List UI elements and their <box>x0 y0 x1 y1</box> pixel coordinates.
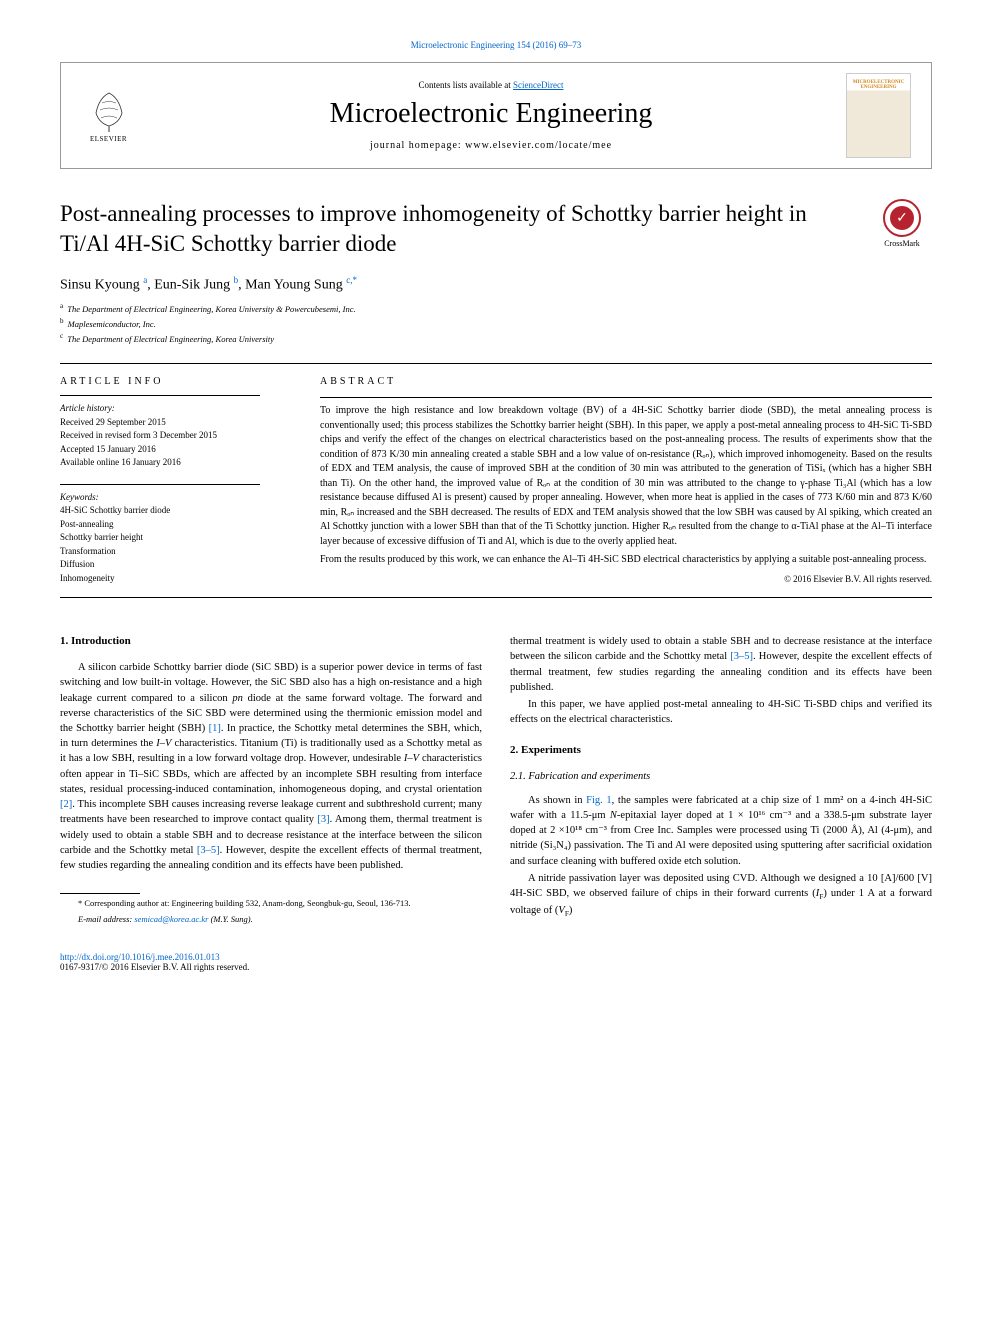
journal-name: Microelectronic Engineering <box>136 98 846 130</box>
email-link[interactable]: semicad@korea.ac.kr <box>134 914 208 924</box>
abstract-p1: To improve the high resistance and low b… <box>320 404 932 549</box>
homepage-url[interactable]: www.elsevier.com/locate/mee <box>465 140 612 151</box>
intro-p1-cont: thermal treatment is widely used to obta… <box>510 634 932 695</box>
intro-heading: 1. Introduction <box>60 634 482 650</box>
ref-3-5-link[interactable]: [3–5] <box>730 651 753 662</box>
experiments-subheading: 2.1. Fabrication and experiments <box>510 769 932 784</box>
exp-p1: As shown in Fig. 1, the samples were fab… <box>510 793 932 869</box>
journal-homepage: journal homepage: www.elsevier.com/locat… <box>136 140 846 151</box>
journal-cover-thumbnail[interactable]: MICROELECTRONIC ENGINEERING <box>846 73 911 158</box>
exp-p2: A nitride passivation layer was deposite… <box>510 871 932 920</box>
article-info-label: article info <box>60 376 290 387</box>
crossmark-badge[interactable]: ✓ CrossMark <box>872 199 932 248</box>
affiliation-c: c The Department of Electrical Engineeri… <box>60 331 932 346</box>
email-footnote: E-mail address: semicad@korea.ac.kr (M.Y… <box>60 914 482 926</box>
article-title: Post-annealing processes to improve inho… <box>60 199 932 259</box>
corresponding-author-footnote: * Corresponding author at: Engineering b… <box>60 898 482 910</box>
abstract: abstract To improve the high resistance … <box>320 376 932 585</box>
page-footer: http://dx.doi.org/10.1016/j.mee.2016.01.… <box>60 952 932 972</box>
body-text: 1. Introduction A silicon carbide Schott… <box>60 634 932 928</box>
abstract-label: abstract <box>320 376 932 387</box>
abstract-p2: From the results produced by this work, … <box>320 553 932 568</box>
elsevier-tree-icon <box>84 88 134 133</box>
top-citation[interactable]: Microelectronic Engineering 154 (2016) 6… <box>60 40 932 50</box>
abstract-copyright: © 2016 Elsevier B.V. All rights reserved… <box>320 574 932 584</box>
article-history: Article history: Received 29 September 2… <box>60 402 290 470</box>
contents-lists: Contents lists available at ScienceDirec… <box>136 80 846 90</box>
issn-copyright: 0167-9317/© 2016 Elsevier B.V. All right… <box>60 962 932 972</box>
affiliations: a The Department of Electrical Engineeri… <box>60 301 932 345</box>
keywords: Keywords: 4H-SiC Schottky barrier diode … <box>60 491 290 586</box>
authors: Sinsu Kyoung a, Eun-Sik Jung b, Man Youn… <box>60 275 932 294</box>
article-info: article info Article history: Received 2… <box>60 376 290 585</box>
journal-header: ELSEVIER Contents lists available at Sci… <box>60 62 932 169</box>
crossmark-icon: ✓ <box>890 206 914 230</box>
doi-link[interactable]: http://dx.doi.org/10.1016/j.mee.2016.01.… <box>60 952 220 962</box>
affiliation-a: a The Department of Electrical Engineeri… <box>60 301 932 316</box>
elsevier-logo[interactable]: ELSEVIER <box>81 83 136 148</box>
intro-p1: A silicon carbide Schottky barrier diode… <box>60 660 482 873</box>
affiliation-b: b Maplesemiconductor, Inc. <box>60 316 932 331</box>
sciencedirect-link[interactable]: ScienceDirect <box>513 80 563 90</box>
elsevier-label: ELSEVIER <box>90 135 127 143</box>
experiments-heading: 2. Experiments <box>510 743 932 759</box>
intro-p2: In this paper, we have applied post-meta… <box>510 697 932 727</box>
